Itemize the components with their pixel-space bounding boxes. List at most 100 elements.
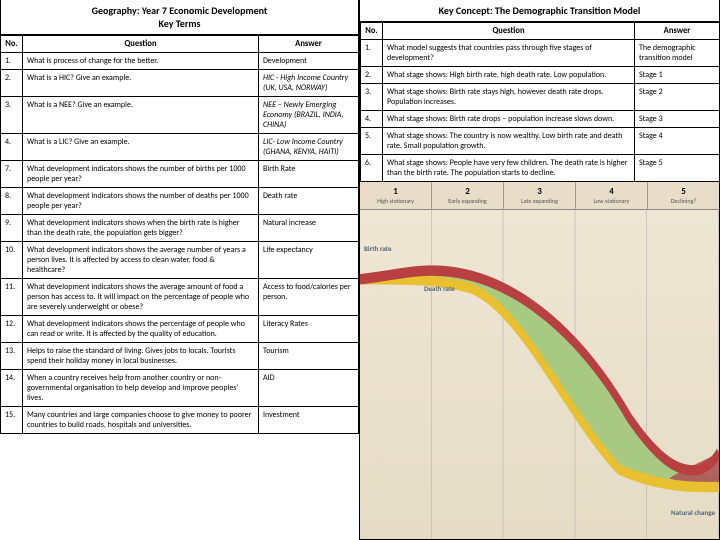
cell-no: 11. — [1, 279, 23, 316]
cell-no: 13. — [1, 343, 23, 370]
cell-q: Helps to raise the standard of living. G… — [23, 343, 259, 370]
table-row: 2.What stage shows: High birth rate, hig… — [361, 67, 720, 84]
table-row: 3.What stage shows: Birth rate stays hig… — [361, 84, 720, 111]
cell-q: What development indicators shows the nu… — [23, 188, 259, 215]
cell-q: What development indicators shows when t… — [23, 215, 259, 242]
stage-col: 5Declining? — [648, 182, 719, 209]
cell-a: Development — [259, 53, 359, 70]
table-row: 7.What development indicators shows the … — [1, 161, 359, 188]
cell-q: When a country receives help from anothe… — [23, 370, 259, 407]
cell-no: 5. — [361, 128, 383, 155]
left-title: Geography: Year 7 Economic Development K… — [0, 0, 359, 35]
table-row: 13.Helps to raise the standard of living… — [1, 343, 359, 370]
right-title: Key Concept: The Demographic Transition … — [360, 0, 720, 22]
cell-no: 6. — [361, 155, 383, 182]
cell-q: What development indicators shows the av… — [23, 279, 259, 316]
cell-no: 8. — [1, 188, 23, 215]
stage-num: 3 — [506, 186, 573, 197]
cell-no: 7. — [1, 161, 23, 188]
table-row: 15.Many countries and large companies ch… — [1, 407, 359, 434]
table-row: 2.What is a HIC? Give an example.HIC - H… — [1, 70, 359, 97]
cell-a: Stage 5 — [635, 155, 720, 182]
cell-no: 10. — [1, 242, 23, 279]
col-no: No. — [1, 36, 23, 53]
death-rate-curve — [360, 271, 719, 471]
cell-a: Literacy Rates — [259, 316, 359, 343]
cell-a: Tourism — [259, 343, 359, 370]
stage-col: 1High stationary — [360, 182, 432, 209]
birth-rate-label: Birth rate — [364, 244, 392, 253]
stage-lbl: Declining? — [650, 197, 717, 205]
cell-no: 1. — [1, 53, 23, 70]
cell-a: Stage 2 — [635, 84, 720, 111]
stage-lbl: Late expanding — [506, 197, 573, 205]
table-row: 9.What development indicators shows when… — [1, 215, 359, 242]
cell-q: Many countries and large companies choos… — [23, 407, 259, 434]
table-row: 1.What is process of change for the bett… — [1, 53, 359, 70]
cell-no: 12. — [1, 316, 23, 343]
cell-q: What stage shows: People have very few c… — [383, 155, 635, 182]
cell-a: AID — [259, 370, 359, 407]
death-rate-label: Death rate — [424, 284, 455, 293]
cell-no: 4. — [1, 134, 23, 161]
cell-q: What stage shows: Birth rate drops – pop… — [383, 111, 635, 128]
table-row: 4.What is a LIC? Give an example.LIC- Lo… — [1, 134, 359, 161]
col-q: Question — [23, 36, 259, 53]
natchg-label: Natural change — [671, 508, 715, 517]
cell-no: 2. — [361, 67, 383, 84]
stage-num: 2 — [434, 186, 501, 197]
table-row: 11.What development indicators shows the… — [1, 279, 359, 316]
cell-no: 14. — [1, 370, 23, 407]
stage-num: 4 — [578, 186, 645, 197]
cell-no: 15. — [1, 407, 23, 434]
cell-q: What is a NEE? Give an example. — [23, 97, 259, 134]
chart-svg — [360, 210, 719, 539]
stage-num: 5 — [650, 186, 717, 197]
stage-num: 1 — [362, 186, 429, 197]
col-a: Answer — [259, 36, 359, 53]
cell-q: What stage shows: High birth rate, high … — [383, 67, 635, 84]
right-table: No. Question Answer 1.What model suggest… — [360, 22, 720, 182]
table-row: 6.What stage shows: People have very few… — [361, 155, 720, 182]
cell-a: Stage 4 — [635, 128, 720, 155]
cell-a: Birth Rate — [259, 161, 359, 188]
table-row: 3.What is a NEE? Give an example.NEE – N… — [1, 97, 359, 134]
cell-a: The demographic transition model — [635, 40, 720, 67]
cell-q: What stage shows: Birth rate stays high,… — [383, 84, 635, 111]
left-table: No. Question Answer 1.What is process of… — [0, 35, 359, 434]
cell-q: What development indicators shows the pe… — [23, 316, 259, 343]
cell-a: Stage 3 — [635, 111, 720, 128]
dtm-chart: 1High stationary2Early expanding3Late ex… — [360, 182, 720, 540]
left-panel: Geography: Year 7 Economic Development K… — [0, 0, 360, 540]
cell-no: 4. — [361, 111, 383, 128]
table-row: 8.What development indicators shows the … — [1, 188, 359, 215]
stage-col: 4Low stationary — [576, 182, 648, 209]
table-row: 14.When a country receives help from ano… — [1, 370, 359, 407]
table-row: 10.What development indicators shows the… — [1, 242, 359, 279]
stage-col: 3Late expanding — [504, 182, 576, 209]
cell-a: Natural increase — [259, 215, 359, 242]
cell-no: 2. — [1, 70, 23, 97]
table-row: 4.What stage shows: Birth rate drops – p… — [361, 111, 720, 128]
col-q: Question — [383, 23, 635, 40]
table-row: 5.What stage shows: The country is now w… — [361, 128, 720, 155]
cell-q: What development indicators shows the nu… — [23, 161, 259, 188]
cell-a: Investment — [259, 407, 359, 434]
stage-lbl: Low stationary — [578, 197, 645, 205]
cell-q: What is a HIC? Give an example. — [23, 70, 259, 97]
col-a: Answer — [635, 23, 720, 40]
cell-no: 3. — [1, 97, 23, 134]
cell-a: Death rate — [259, 188, 359, 215]
cell-q: What is process of change for the better… — [23, 53, 259, 70]
stage-lbl: High stationary — [362, 197, 429, 205]
cell-q: What is a LIC? Give an example. — [23, 134, 259, 161]
stage-col: 2Early expanding — [432, 182, 504, 209]
cell-no: 9. — [1, 215, 23, 242]
table-row: 1.What model suggests that countries pas… — [361, 40, 720, 67]
cell-no: 1. — [361, 40, 383, 67]
cell-q: What model suggests that countries pass … — [383, 40, 635, 67]
stage-lbl: Early expanding — [434, 197, 501, 205]
cell-a: Access to food/calories per person. — [259, 279, 359, 316]
cell-a: Stage 1 — [635, 67, 720, 84]
cell-no: 3. — [361, 84, 383, 111]
